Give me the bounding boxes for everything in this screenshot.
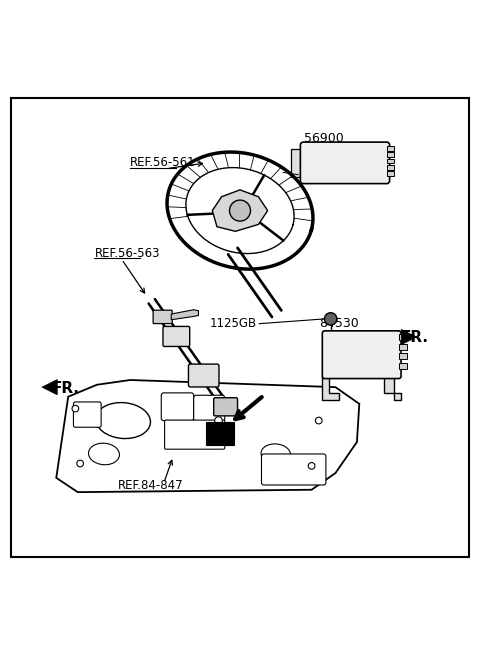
Polygon shape bbox=[171, 310, 198, 320]
Bar bbox=[387, 165, 395, 170]
Bar bbox=[387, 171, 395, 176]
Bar bbox=[399, 353, 407, 360]
Bar bbox=[399, 344, 407, 350]
FancyBboxPatch shape bbox=[214, 398, 238, 416]
Circle shape bbox=[315, 417, 322, 424]
FancyBboxPatch shape bbox=[194, 395, 225, 422]
FancyBboxPatch shape bbox=[205, 422, 234, 445]
Polygon shape bbox=[212, 190, 268, 231]
FancyBboxPatch shape bbox=[163, 326, 190, 346]
Polygon shape bbox=[401, 329, 417, 345]
Bar bbox=[399, 334, 407, 341]
Text: 1125GB: 1125GB bbox=[210, 317, 257, 330]
Circle shape bbox=[324, 312, 337, 325]
FancyBboxPatch shape bbox=[323, 331, 401, 379]
Text: REF.56-561: REF.56-561 bbox=[130, 157, 196, 170]
Ellipse shape bbox=[261, 444, 290, 464]
Text: 84530: 84530 bbox=[319, 317, 359, 330]
FancyBboxPatch shape bbox=[73, 402, 101, 427]
Text: REF.56-563: REF.56-563 bbox=[95, 247, 160, 260]
Polygon shape bbox=[42, 379, 57, 395]
Circle shape bbox=[215, 417, 222, 424]
FancyBboxPatch shape bbox=[161, 393, 194, 421]
FancyBboxPatch shape bbox=[153, 310, 172, 324]
Circle shape bbox=[229, 200, 251, 221]
Circle shape bbox=[72, 405, 79, 412]
Text: FR.: FR. bbox=[400, 331, 429, 345]
Bar bbox=[387, 159, 395, 163]
FancyBboxPatch shape bbox=[165, 420, 225, 449]
Bar bbox=[291, 149, 305, 177]
FancyBboxPatch shape bbox=[189, 364, 219, 387]
Text: REF.84-847: REF.84-847 bbox=[118, 479, 184, 493]
Bar bbox=[387, 153, 395, 157]
Ellipse shape bbox=[88, 443, 120, 465]
Polygon shape bbox=[56, 380, 360, 492]
FancyBboxPatch shape bbox=[300, 142, 390, 183]
Text: FR.: FR. bbox=[51, 381, 80, 396]
Bar bbox=[387, 146, 395, 151]
Polygon shape bbox=[323, 376, 339, 400]
FancyBboxPatch shape bbox=[262, 454, 326, 485]
Circle shape bbox=[308, 462, 315, 469]
Circle shape bbox=[77, 460, 84, 467]
Ellipse shape bbox=[96, 403, 150, 439]
Text: 56900: 56900 bbox=[304, 132, 344, 145]
Bar bbox=[399, 363, 407, 369]
Polygon shape bbox=[384, 376, 401, 400]
